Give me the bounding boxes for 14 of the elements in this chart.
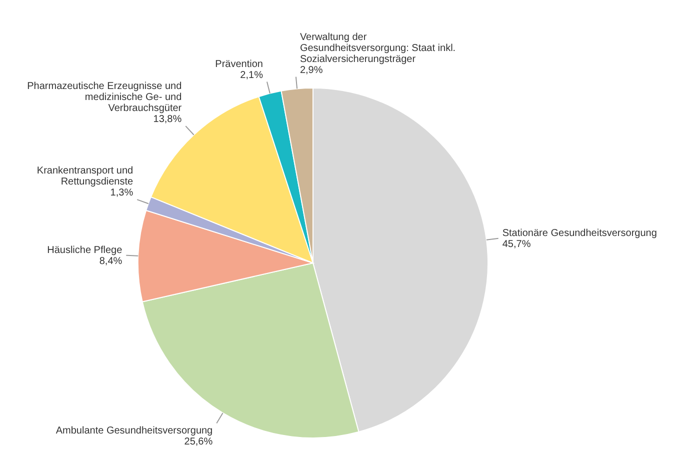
slice-label: Stationäre Gesundheitsversorgung — [502, 228, 657, 239]
data-label: 1,3% — [110, 188, 134, 199]
slice-label: Pharmazeutische Erzeugnisse und medizinische Ge- und Verbrauchsgüter — [27, 81, 182, 114]
data-label: 45,7% — [502, 238, 531, 250]
slice-label: Prävention — [215, 58, 263, 70]
slice-label: Krankentransport und Rettungsdienste — [36, 166, 134, 188]
data-label: 25,6% — [184, 436, 213, 448]
slice-label: Häusliche Pflege — [47, 244, 123, 256]
data-label: 13,8% — [153, 114, 182, 126]
data-label: 8,4% — [99, 256, 122, 267]
data-label: 2,1% — [240, 70, 264, 81]
slice-label: Verwaltung der Gesundheitsversorgung: Staat inkl. Sozialversicherungsträger — [300, 32, 456, 65]
data-label: 2,9% — [300, 64, 323, 76]
slice-label: Ambulante Gesundheitsversorgung — [56, 425, 213, 436]
